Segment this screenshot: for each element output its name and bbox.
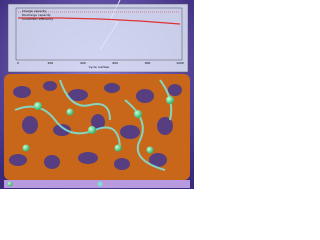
legend-label: Charge capacity bbox=[22, 9, 47, 13]
x-tick-label: 600 bbox=[112, 61, 118, 65]
capacity-curve bbox=[18, 17, 181, 25]
legend-label: Discharge capacity bbox=[22, 13, 51, 17]
porous-network bbox=[4, 74, 190, 180]
x-tick-label: 1000 bbox=[176, 61, 184, 65]
graphic-abstract: Charge capacity Discharge capacity Coulo… bbox=[0, 0, 194, 189]
legend-strip bbox=[4, 180, 190, 188]
inset-chart: Charge capacity Discharge capacity Coulo… bbox=[7, 3, 189, 73]
x-axis-label: Cycle number bbox=[89, 65, 111, 69]
x-tick-label: 0 bbox=[17, 61, 19, 65]
x-tick-label: 800 bbox=[145, 61, 151, 65]
legend-marker bbox=[7, 181, 13, 187]
x-tick-label: 400 bbox=[80, 61, 86, 65]
legend-label: Coulombic efficiency bbox=[22, 17, 53, 21]
x-tick-label: 200 bbox=[48, 61, 54, 65]
legend-marker bbox=[97, 181, 103, 187]
